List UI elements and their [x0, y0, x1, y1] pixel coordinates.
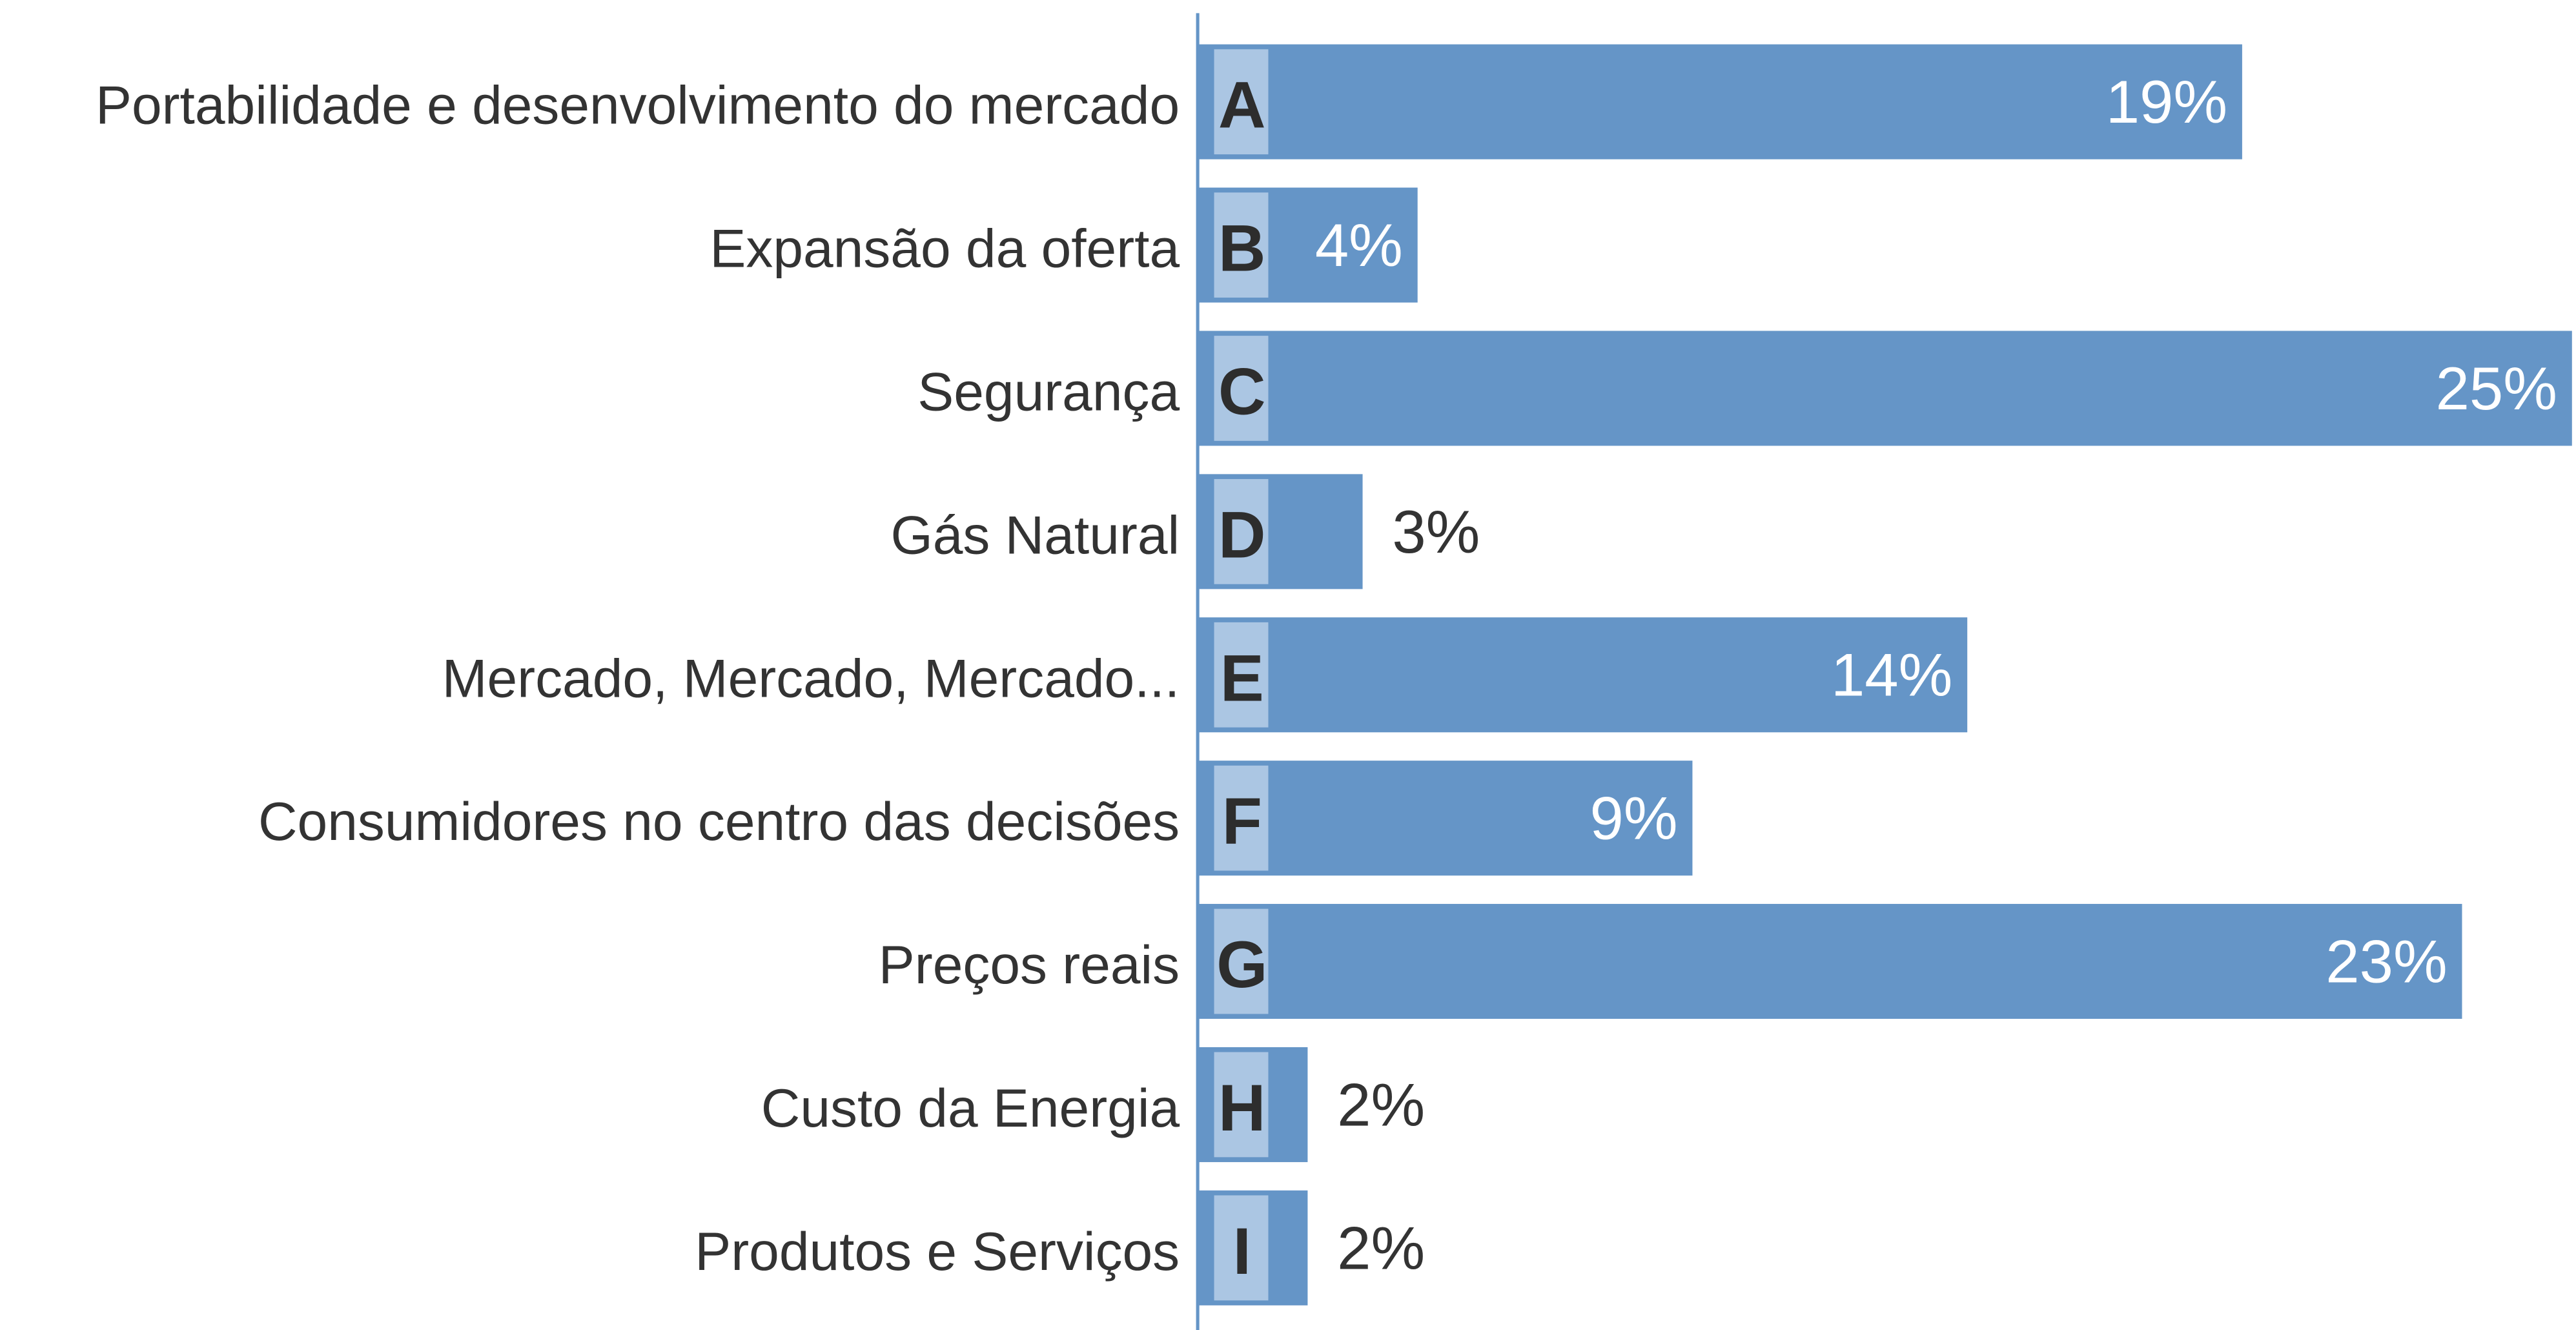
letter-box	[1214, 1195, 1269, 1301]
bar-letter: D	[1218, 498, 1265, 571]
category-label: Mercado, Mercado, Mercado...	[442, 648, 1180, 708]
value-label: 4%	[1315, 211, 1403, 279]
letter-box	[1214, 622, 1269, 728]
letter-box	[1214, 192, 1269, 298]
category-label: Segurança	[917, 362, 1180, 422]
bar	[1198, 904, 2462, 1019]
letter-box	[1214, 49, 1269, 155]
letter-box	[1214, 765, 1269, 871]
value-label: 2%	[1337, 1214, 1425, 1282]
value-label: 9%	[1590, 784, 1678, 852]
letter-box	[1214, 478, 1269, 584]
bar-letter: G	[1216, 928, 1267, 1001]
letter-box	[1214, 908, 1269, 1014]
bar-letter: A	[1218, 68, 1265, 142]
bar	[1198, 331, 2572, 446]
bar-letter: I	[1233, 1214, 1251, 1288]
bar	[1198, 44, 2242, 159]
bar	[1198, 761, 1693, 876]
value-label: 23%	[2326, 928, 2447, 996]
bar-letter: H	[1218, 1071, 1265, 1145]
category-label: Expansão da oferta	[710, 218, 1180, 279]
bar-letter: B	[1218, 212, 1265, 285]
category-label: Custo da Energia	[761, 1078, 1180, 1138]
letter-box	[1214, 1052, 1269, 1158]
bar-letter: E	[1220, 641, 1264, 715]
category-label: Portabilidade e desenvolvimento do merca…	[96, 75, 1180, 136]
value-label: 25%	[2436, 354, 2557, 422]
category-label: Produtos e Serviços	[695, 1221, 1180, 1282]
value-label: 14%	[1831, 641, 1952, 709]
bar-letter: F	[1222, 784, 1262, 858]
category-label: Preços reais	[879, 934, 1180, 995]
category-label: Consumidores no centro das decisões	[258, 791, 1180, 852]
value-label: 19%	[2106, 68, 2227, 136]
bar	[1198, 617, 1968, 733]
bar-letter: C	[1218, 355, 1265, 429]
value-label: 2%	[1337, 1070, 1425, 1138]
letter-box	[1214, 336, 1269, 441]
category-label: Gás Natural	[890, 504, 1180, 565]
value-label: 3%	[1392, 498, 1480, 566]
